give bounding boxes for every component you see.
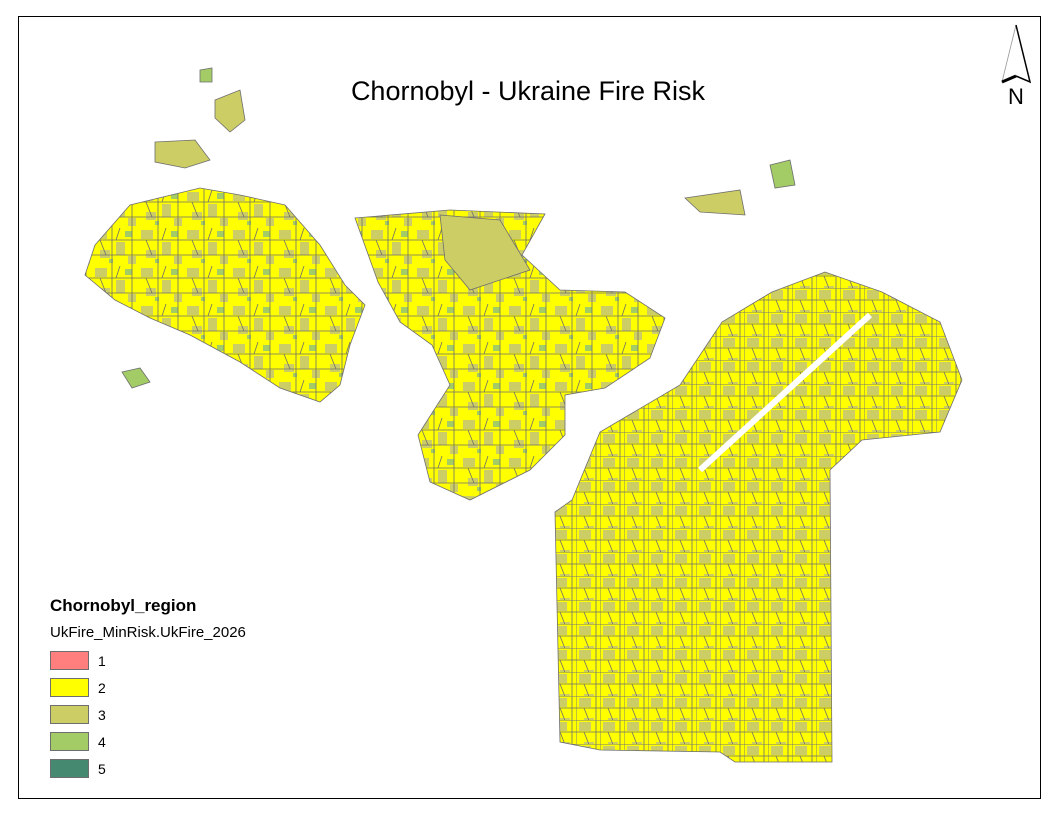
legend-item: 3 xyxy=(50,701,246,728)
patch-north[interactable] xyxy=(214,89,246,133)
region-northwest[interactable] xyxy=(84,187,366,403)
north-label: N xyxy=(1008,84,1024,109)
patch-northeast[interactable] xyxy=(684,189,746,216)
patch-northeast[interactable] xyxy=(769,159,796,189)
legend-item-label: 5 xyxy=(98,760,106,777)
legend-item-label: 3 xyxy=(98,706,106,723)
region-east[interactable] xyxy=(554,271,963,763)
map-title: Chornobyl - Ukraine Fire Risk xyxy=(350,76,706,106)
legend-layer-name: Chornobyl_region xyxy=(50,596,197,615)
legend-field-name: UkFire_MinRisk.UkFire_2026 xyxy=(50,624,246,641)
legend-swatch xyxy=(50,678,89,697)
legend: Chornobyl_region UkFire_MinRisk.UkFire_2… xyxy=(50,596,246,782)
legend-item: 5 xyxy=(50,755,246,782)
patch-west[interactable] xyxy=(121,367,151,389)
region-central[interactable] xyxy=(354,209,666,501)
legend-item: 1 xyxy=(50,647,246,674)
legend-item: 2 xyxy=(50,674,246,701)
patch-north[interactable] xyxy=(154,139,211,169)
legend-swatch xyxy=(50,759,89,778)
north-arrow-icon xyxy=(1001,24,1032,84)
patch-west[interactable] xyxy=(199,67,213,83)
legend-swatch xyxy=(50,732,89,751)
road-corridor xyxy=(697,312,873,473)
legend-swatch xyxy=(50,651,89,670)
legend-swatch xyxy=(50,705,89,724)
legend-item-label: 2 xyxy=(98,679,106,696)
legend-item-label: 4 xyxy=(98,733,106,750)
legend-item-label: 1 xyxy=(98,652,106,669)
legend-item: 4 xyxy=(50,728,246,755)
patch-central-north[interactable] xyxy=(439,214,531,291)
